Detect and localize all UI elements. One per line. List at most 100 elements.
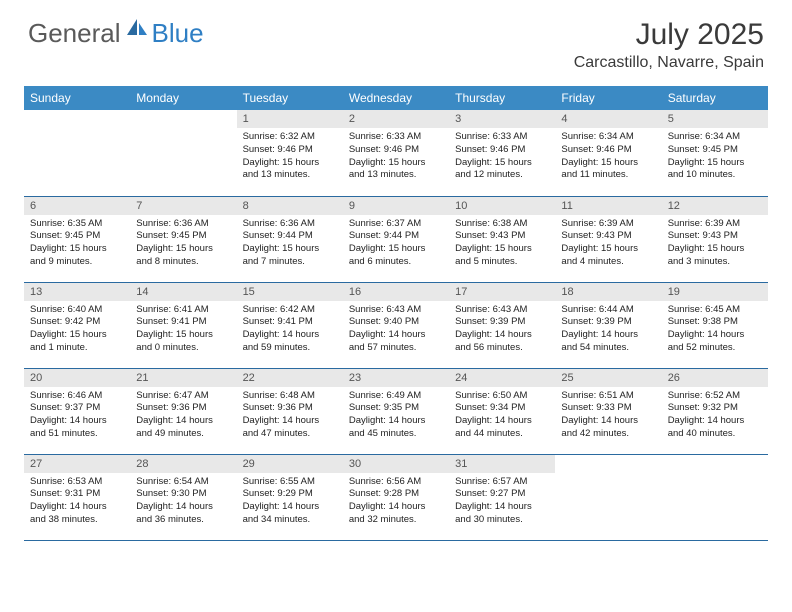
logo: General Blue (28, 18, 204, 49)
day-number: 14 (130, 283, 236, 301)
daylight-line: Daylight: 15 hours and 3 minutes. (668, 243, 762, 269)
day-header: Thursday (449, 86, 555, 110)
day-cell: 17Sunrise: 6:43 AMSunset: 9:39 PMDayligh… (449, 282, 555, 368)
sunset-line: Sunset: 9:43 PM (455, 230, 549, 243)
day-cell: 13Sunrise: 6:40 AMSunset: 9:42 PMDayligh… (24, 282, 130, 368)
day-number: 15 (237, 283, 343, 301)
daylight-line: Daylight: 14 hours and 49 minutes. (136, 415, 230, 441)
sunrise-line: Sunrise: 6:50 AM (455, 390, 549, 403)
daylight-line: Daylight: 15 hours and 5 minutes. (455, 243, 549, 269)
day-number: 23 (343, 369, 449, 387)
sunset-line: Sunset: 9:27 PM (455, 488, 549, 501)
day-cell: 31Sunrise: 6:57 AMSunset: 9:27 PMDayligh… (449, 454, 555, 540)
day-number: 8 (237, 197, 343, 215)
daylight-line: Daylight: 14 hours and 32 minutes. (349, 501, 443, 527)
daylight-line: Daylight: 14 hours and 40 minutes. (668, 415, 762, 441)
sunrise-line: Sunrise: 6:42 AM (243, 304, 337, 317)
day-cell: 12 Sunrise: 6:39 AMSunset: 9:43 PMDayligh… (662, 196, 768, 282)
sunrise-line: Sunrise: 6:39 AM (668, 218, 762, 231)
day-cell: 8Sunrise: 6:36 AMSunset: 9:44 PMDaylight… (237, 196, 343, 282)
day-number: 24 (449, 369, 555, 387)
day-details: Sunrise: 6:45 AMSunset: 9:38 PMDaylight:… (662, 301, 768, 359)
daylight-line: Daylight: 14 hours and 51 minutes. (30, 415, 124, 441)
sunset-line: Sunset: 9:44 PM (349, 230, 443, 243)
day-details: Sunrise: 6:43 AMSunset: 9:40 PMDaylight:… (343, 301, 449, 359)
week-row: 20Sunrise: 6:46 AMSunset: 9:37 PMDayligh… (24, 368, 768, 454)
sunrise-line: Sunrise: 6:47 AM (136, 390, 230, 403)
day-number: 21 (130, 369, 236, 387)
day-cell: 26Sunrise: 6:52 AMSunset: 9:32 PMDayligh… (662, 368, 768, 454)
day-cell: 6Sunrise: 6:35 AMSunset: 9:45 PMDaylight… (24, 196, 130, 282)
sunrise-line: Sunrise: 6:40 AM (30, 304, 124, 317)
daylight-line: Daylight: 15 hours and 10 minutes. (668, 157, 762, 183)
day-number: 3 (449, 110, 555, 128)
daylight-line: Daylight: 14 hours and 38 minutes. (30, 501, 124, 527)
sunset-line: Sunset: 9:37 PM (30, 402, 124, 415)
day-number: 4 (555, 110, 661, 128)
day-details: Sunrise: 6:40 AMSunset: 9:42 PMDaylight:… (24, 301, 130, 359)
day-cell: 14Sunrise: 6:41 AMSunset: 9:41 PMDayligh… (130, 282, 236, 368)
day-number: 31 (449, 455, 555, 473)
daylight-line: Daylight: 15 hours and 8 minutes. (136, 243, 230, 269)
sunset-line: Sunset: 9:34 PM (455, 402, 549, 415)
day-details: Sunrise: 6:33 AMSunset: 9:46 PMDaylight:… (343, 128, 449, 186)
day-number: 27 (24, 455, 130, 473)
sunset-line: Sunset: 9:33 PM (561, 402, 655, 415)
daylight-line: Daylight: 14 hours and 44 minutes. (455, 415, 549, 441)
sunrise-line: Sunrise: 6:55 AM (243, 476, 337, 489)
day-cell: 16Sunrise: 6:43 AMSunset: 9:40 PMDayligh… (343, 282, 449, 368)
day-cell: 5Sunrise: 6:34 AMSunset: 9:45 PMDaylight… (662, 110, 768, 196)
daylight-line: Daylight: 14 hours and 57 minutes. (349, 329, 443, 355)
sunset-line: Sunset: 9:28 PM (349, 488, 443, 501)
daylight-line: Daylight: 14 hours and 36 minutes. (136, 501, 230, 527)
day-number: 19 (662, 283, 768, 301)
sunrise-line: Sunrise: 6:43 AM (349, 304, 443, 317)
sunset-line: Sunset: 9:38 PM (668, 316, 762, 329)
daylight-line: Daylight: 15 hours and 13 minutes. (243, 157, 337, 183)
daylight-line: Daylight: 14 hours and 47 minutes. (243, 415, 337, 441)
day-details: Sunrise: 6:42 AMSunset: 9:41 PMDaylight:… (237, 301, 343, 359)
day-header: Tuesday (237, 86, 343, 110)
day-number: 5 (662, 110, 768, 128)
day-header-row: SundayMondayTuesdayWednesdayThursdayFrid… (24, 86, 768, 110)
sunset-line: Sunset: 9:39 PM (561, 316, 655, 329)
day-cell: 22Sunrise: 6:48 AMSunset: 9:36 PMDayligh… (237, 368, 343, 454)
sunrise-line: Sunrise: 6:38 AM (455, 218, 549, 231)
day-number: 30 (343, 455, 449, 473)
daylight-line: Daylight: 15 hours and 4 minutes. (561, 243, 655, 269)
sunrise-line: Sunrise: 6:44 AM (561, 304, 655, 317)
sunrise-line: Sunrise: 6:43 AM (455, 304, 549, 317)
day-details: Sunrise: 6:43 AMSunset: 9:39 PMDaylight:… (449, 301, 555, 359)
day-details: Sunrise: 6:36 AMSunset: 9:44 PMDaylight:… (237, 215, 343, 273)
sunrise-line: Sunrise: 6:33 AM (455, 131, 549, 144)
day-cell: 28Sunrise: 6:54 AMSunset: 9:30 PMDayligh… (130, 454, 236, 540)
day-number: 1 (237, 110, 343, 128)
day-details: Sunrise: 6:36 AMSunset: 9:45 PMDaylight:… (130, 215, 236, 273)
sunset-line: Sunset: 9:36 PM (243, 402, 337, 415)
daylight-line: Daylight: 14 hours and 54 minutes. (561, 329, 655, 355)
day-details: Sunrise: 6:46 AMSunset: 9:37 PMDaylight:… (24, 387, 130, 445)
sunset-line: Sunset: 9:46 PM (561, 144, 655, 157)
day-cell: 9Sunrise: 6:37 AMSunset: 9:44 PMDaylight… (343, 196, 449, 282)
day-number: 9 (343, 197, 449, 215)
day-cell: 18Sunrise: 6:44 AMSunset: 9:39 PMDayligh… (555, 282, 661, 368)
sunrise-line: Sunrise: 6:34 AM (561, 131, 655, 144)
logo-text-blue: Blue (152, 18, 204, 49)
day-details: Sunrise: 6:57 AMSunset: 9:27 PMDaylight:… (449, 473, 555, 531)
daylight-line: Daylight: 15 hours and 12 minutes. (455, 157, 549, 183)
day-details: Sunrise: 6:35 AMSunset: 9:45 PMDaylight:… (24, 215, 130, 273)
sunset-line: Sunset: 9:39 PM (455, 316, 549, 329)
day-details: Sunrise: 6:41 AMSunset: 9:41 PMDaylight:… (130, 301, 236, 359)
empty-day-cell: . (24, 110, 130, 196)
day-details: Sunrise: 6:32 AMSunset: 9:46 PMDaylight:… (237, 128, 343, 186)
daylight-line: Daylight: 14 hours and 42 minutes. (561, 415, 655, 441)
empty-day-cell: . (130, 110, 236, 196)
day-details: Sunrise: 6:52 AMSunset: 9:32 PMDaylight:… (662, 387, 768, 445)
daylight-line: Daylight: 15 hours and 9 minutes. (30, 243, 124, 269)
day-number: 12 (662, 197, 768, 215)
day-number: 26 (662, 369, 768, 387)
day-number: 20 (24, 369, 130, 387)
day-cell: 29Sunrise: 6:55 AMSunset: 9:29 PMDayligh… (237, 454, 343, 540)
day-cell: 21Sunrise: 6:47 AMSunset: 9:36 PMDayligh… (130, 368, 236, 454)
sunset-line: Sunset: 9:43 PM (668, 230, 762, 243)
